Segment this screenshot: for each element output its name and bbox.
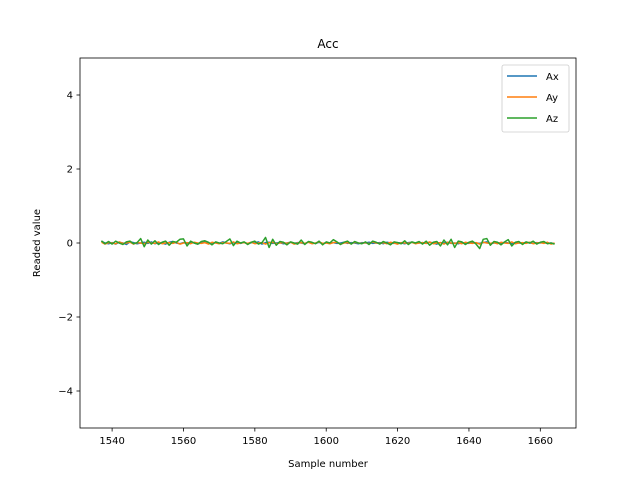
x-tick-label: 1600 (313, 436, 338, 447)
y-tick-label: 2 (67, 165, 73, 176)
legend-label-ay: Ay (546, 93, 558, 104)
x-axis-label: Sample number (288, 459, 369, 470)
y-axis-ticks: −4 −2 0 2 4 (58, 91, 80, 398)
legend-label-az: Az (546, 114, 558, 125)
x-tick-label: 1580 (242, 436, 267, 447)
y-tick-label: −4 (58, 387, 73, 398)
x-tick-label: 1660 (528, 436, 553, 447)
y-tick-label: −2 (58, 313, 73, 324)
series-line-az (100, 236, 555, 250)
x-tick-label: 1540 (99, 436, 124, 447)
legend-box (501, 64, 570, 133)
y-tick-label: 4 (67, 91, 73, 102)
x-tick-label: 1640 (456, 436, 481, 447)
series-layer (100, 236, 555, 250)
legend-label-ax: Ax (546, 72, 559, 83)
y-tick-label: 0 (67, 239, 73, 250)
x-axis-ticks: 1540 1560 1580 1600 1620 1640 1660 (99, 428, 553, 447)
legend: Ax Ay Az (501, 64, 570, 133)
x-tick-label: 1620 (385, 436, 410, 447)
x-tick-label: 1560 (171, 436, 196, 447)
y-axis-label: Readed value (32, 209, 43, 277)
chart-title: Acc (317, 37, 338, 51)
